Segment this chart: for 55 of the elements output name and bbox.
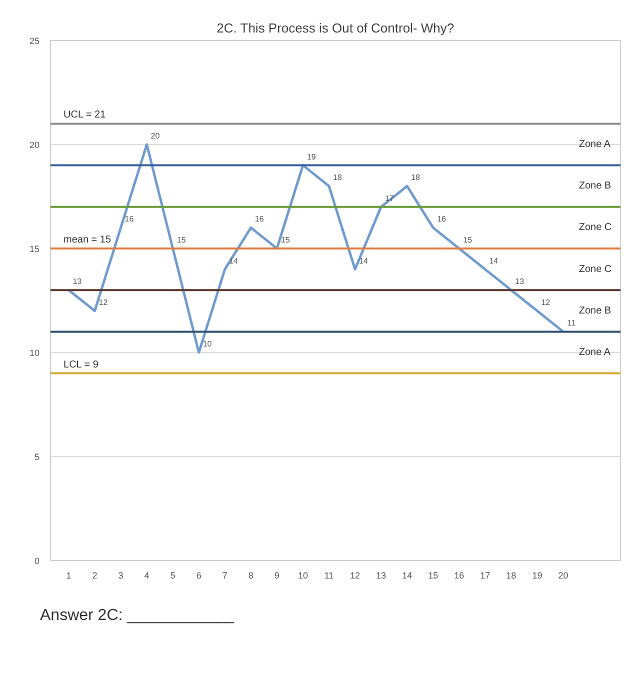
data-label: 18 [411, 173, 421, 182]
data-label: 10 [202, 340, 212, 348]
ref-line-label: UCL = 21 [64, 110, 106, 121]
data-label: 16 [124, 214, 134, 224]
annotation: Zone C [578, 264, 612, 275]
ref-line-label: LCL = 9 [64, 359, 99, 370]
x-tick-label: 7 [222, 570, 228, 580]
x-tick-label: 16 [454, 570, 464, 580]
data-label: 13 [72, 277, 82, 286]
data-label: 15 [463, 236, 473, 244]
x-tick-label: 18 [506, 570, 516, 580]
x-tick-label: 3 [118, 570, 124, 580]
x-tick-label: 4 [144, 570, 150, 580]
x-tick-label: 15 [428, 570, 438, 580]
x-tick-label: 2 [92, 570, 98, 580]
x-tick-label: 17 [480, 570, 490, 580]
data-label: 12 [541, 298, 551, 307]
y-tick-label: 5 [34, 452, 40, 462]
data-label: 18 [332, 173, 342, 182]
data-label: 15 [280, 236, 290, 244]
data-label: 11 [567, 318, 576, 328]
ref-line-label: mean = 15 [64, 234, 112, 246]
x-tick-label: 9 [274, 570, 280, 580]
x-tick-label: 14 [402, 570, 412, 580]
y-tick-label: 20 [29, 140, 40, 150]
x-tick-label: 10 [298, 570, 308, 580]
data-label: 16 [437, 214, 447, 224]
x-tick-label: 12 [350, 570, 360, 580]
data-label: 16 [254, 214, 264, 224]
x-tick-label: 8 [248, 570, 254, 580]
data-label: 13 [515, 277, 525, 286]
annotation: Zone B [578, 180, 612, 192]
data-label: 15 [176, 236, 186, 244]
data-label: 12 [98, 298, 108, 307]
x-tick-label: 11 [324, 570, 334, 580]
y-tick-label: 10 [29, 348, 40, 358]
x-tick-label: 20 [558, 570, 568, 580]
y-tick-label: 15 [29, 244, 40, 254]
x-tick-label: 13 [376, 570, 386, 580]
annotation: Zone A [578, 347, 611, 358]
annotation: Zone B [578, 305, 612, 316]
y-tick-label: 0 [34, 556, 40, 566]
annotation: Zone C [578, 222, 612, 234]
data-label: 14 [359, 256, 368, 266]
data-label: 14 [489, 256, 499, 266]
x-tick-label: 5 [170, 570, 176, 580]
data-label: 19 [306, 152, 316, 162]
x-tick-label: 6 [196, 570, 202, 580]
chart-title: 2C. This Process is Out of Control- Why? [216, 20, 454, 36]
y-tick-label: 25 [29, 36, 40, 46]
x-tick-label: 19 [532, 570, 542, 580]
text: Answer 2C: ____________ [40, 606, 234, 626]
annotation: Zone A [578, 139, 611, 150]
x-tick-label: 1 [66, 570, 72, 580]
data-label: 20 [150, 132, 160, 140]
